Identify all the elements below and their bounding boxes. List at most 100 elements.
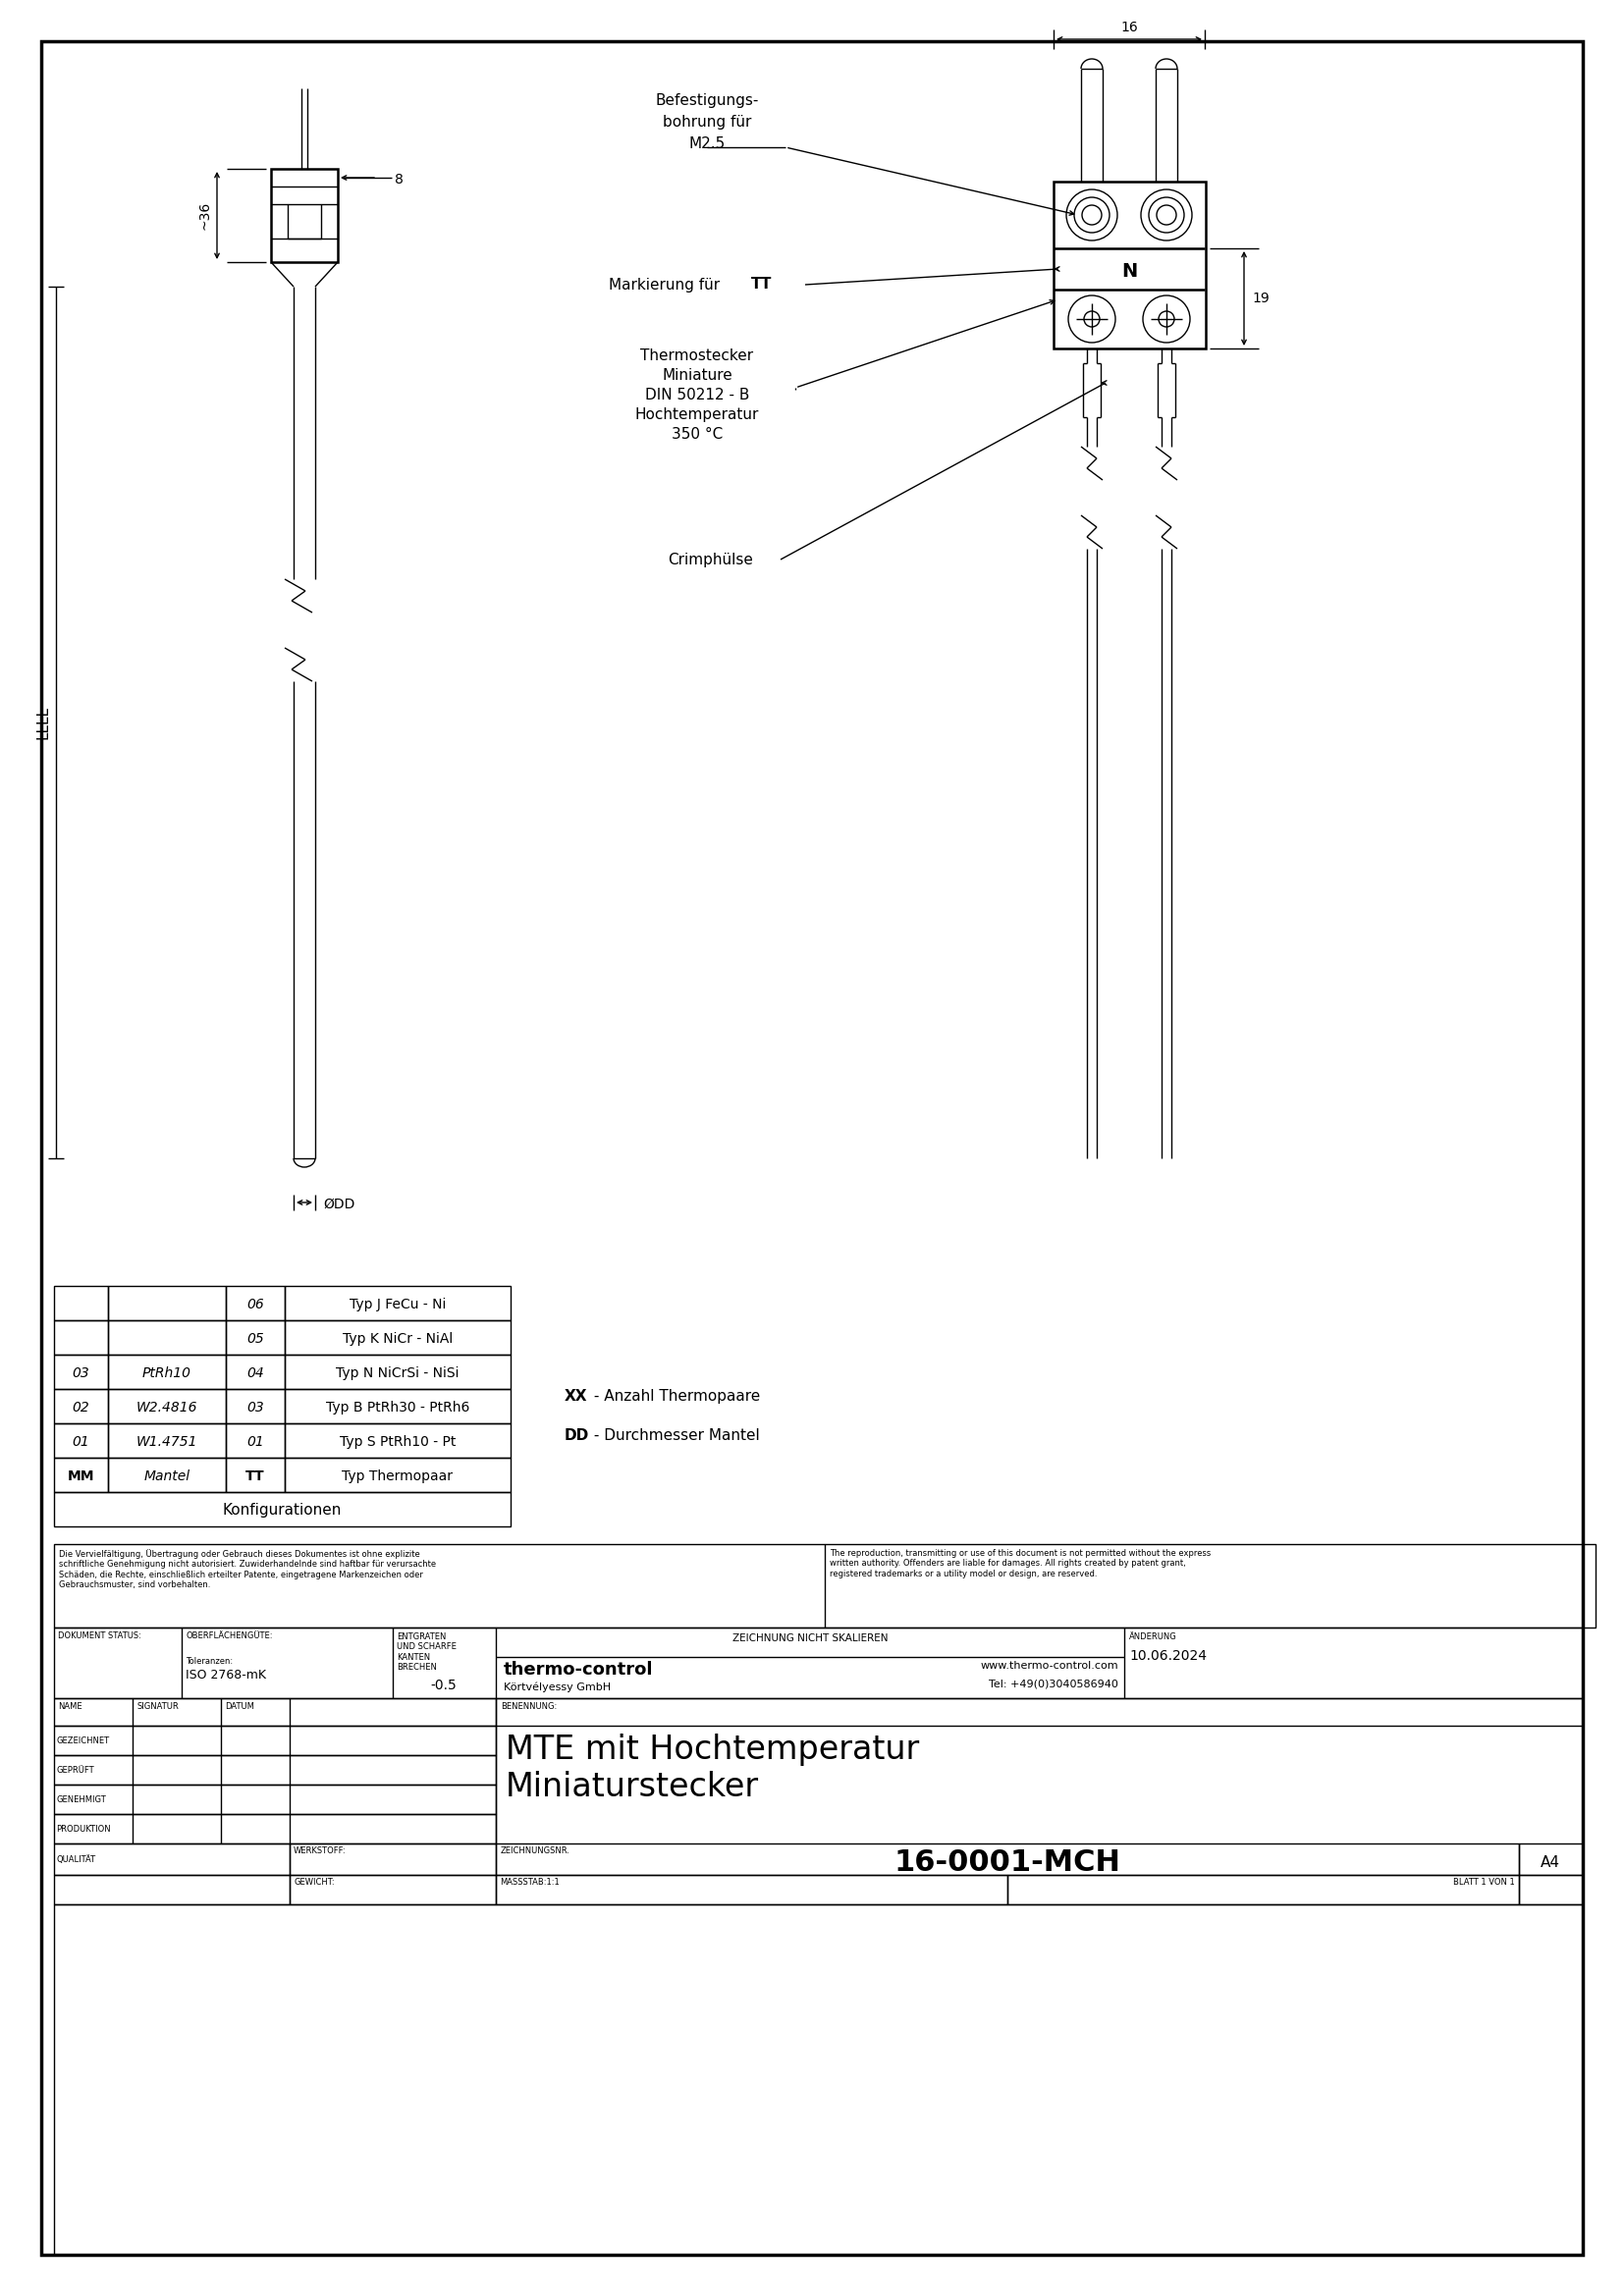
- Bar: [54, 1699, 1583, 1727]
- Text: Typ Thermopaar: Typ Thermopaar: [343, 1469, 453, 1483]
- Text: DD: DD: [565, 1428, 590, 1442]
- Text: Typ K NiCr - NiAl: Typ K NiCr - NiAl: [343, 1332, 453, 1345]
- Text: LLLL: LLLL: [36, 705, 50, 739]
- Text: -0.5: -0.5: [430, 1678, 456, 1692]
- Text: W2.4816: W2.4816: [136, 1401, 198, 1414]
- Text: WERKSTOFF:: WERKSTOFF:: [294, 1846, 346, 1855]
- Bar: [54, 1784, 495, 1814]
- Text: 8: 8: [395, 172, 403, 186]
- Text: 04: 04: [247, 1366, 265, 1380]
- Text: GEWICHT:: GEWICHT:: [294, 1878, 335, 1887]
- Text: GENEHMIGT: GENEHMIGT: [55, 1795, 106, 1805]
- Text: OBERFLÄCHENGÜTE:: OBERFLÄCHENGÜTE:: [185, 1632, 273, 1639]
- Text: Crimphülse: Crimphülse: [667, 551, 754, 567]
- Bar: [226, 1355, 284, 1389]
- Bar: [109, 1389, 226, 1424]
- Text: Körtvélyessy GmbH: Körtvélyessy GmbH: [503, 1681, 611, 1692]
- Bar: [54, 1545, 1595, 1628]
- Bar: [289, 1876, 495, 1903]
- Text: thermo-control: thermo-control: [503, 1660, 653, 1678]
- Text: QUALITÄT: QUALITÄT: [55, 1855, 96, 1864]
- Text: NAME: NAME: [58, 1701, 83, 1711]
- Text: Konfigurationen: Konfigurationen: [222, 1504, 341, 1518]
- Text: GEZEICHNET: GEZEICHNET: [55, 1736, 109, 1745]
- Bar: [54, 1286, 109, 1320]
- Bar: [54, 1458, 109, 1492]
- Bar: [289, 1844, 495, 1876]
- Text: TT: TT: [245, 1469, 265, 1483]
- Text: MASSSTAB:1:1: MASSSTAB:1:1: [500, 1878, 559, 1887]
- Bar: [284, 1320, 510, 1355]
- Bar: [271, 170, 338, 262]
- Text: PRODUKTION: PRODUKTION: [55, 1825, 110, 1832]
- Bar: [226, 1424, 284, 1458]
- Bar: [226, 1458, 284, 1492]
- Bar: [284, 1424, 510, 1458]
- Text: ÄNDERUNG: ÄNDERUNG: [1129, 1632, 1177, 1642]
- Text: - Anzahl Thermopaare: - Anzahl Thermopaare: [590, 1389, 760, 1403]
- Text: 16-0001-MCH: 16-0001-MCH: [895, 1848, 1121, 1876]
- Text: PtRh10: PtRh10: [143, 1366, 192, 1380]
- Text: MTE mit Hochtemperatur
Miniaturstecker: MTE mit Hochtemperatur Miniaturstecker: [505, 1733, 919, 1802]
- Text: 16: 16: [1121, 21, 1138, 34]
- Text: BLATT 1 VON 1: BLATT 1 VON 1: [1453, 1878, 1515, 1887]
- Bar: [284, 1355, 510, 1389]
- Bar: [54, 1424, 109, 1458]
- Text: DATUM: DATUM: [224, 1701, 255, 1711]
- Text: Typ S PtRh10 - Pt: Typ S PtRh10 - Pt: [339, 1435, 456, 1449]
- Text: DOKUMENT STATUS:: DOKUMENT STATUS:: [58, 1632, 141, 1639]
- Text: BENENNUNG:: BENENNUNG:: [500, 1701, 557, 1711]
- Text: Tel: +49(0)3040586940: Tel: +49(0)3040586940: [989, 1678, 1119, 1688]
- Bar: [109, 1355, 226, 1389]
- Text: ISO 2768-mK: ISO 2768-mK: [185, 1669, 266, 1681]
- Bar: [1054, 181, 1205, 349]
- Bar: [109, 1424, 226, 1458]
- Bar: [1518, 1876, 1583, 1903]
- Text: ØDD: ØDD: [323, 1199, 354, 1212]
- Bar: [54, 1876, 289, 1903]
- Text: 06: 06: [247, 1297, 265, 1311]
- Text: The reproduction, transmitting or use of this document is not permitted without : The reproduction, transmitting or use of…: [830, 1550, 1212, 1577]
- Bar: [54, 1727, 495, 1754]
- Bar: [54, 1903, 1583, 2255]
- Text: Befestigungs-: Befestigungs-: [654, 94, 758, 108]
- Text: N: N: [1121, 262, 1137, 280]
- Text: SIGNATUR: SIGNATUR: [136, 1701, 179, 1711]
- Bar: [109, 1320, 226, 1355]
- Text: Thermostecker: Thermostecker: [640, 349, 754, 363]
- Text: Hochtemperatur: Hochtemperatur: [635, 406, 758, 422]
- Bar: [54, 1355, 109, 1389]
- Bar: [54, 1814, 495, 1844]
- Text: XX: XX: [565, 1389, 588, 1403]
- Text: ZEICHNUNG NICHT SKALIEREN: ZEICHNUNG NICHT SKALIEREN: [732, 1632, 888, 1644]
- Text: 10.06.2024: 10.06.2024: [1129, 1649, 1207, 1662]
- Text: 350 °C: 350 °C: [671, 427, 723, 441]
- Text: 05: 05: [247, 1332, 265, 1345]
- Text: MM: MM: [67, 1469, 94, 1483]
- Text: 03: 03: [247, 1401, 265, 1414]
- Bar: [54, 1844, 289, 1876]
- Bar: [226, 1389, 284, 1424]
- Text: ~36: ~36: [198, 200, 211, 230]
- Bar: [284, 1286, 510, 1320]
- Bar: [109, 1458, 226, 1492]
- Text: 01: 01: [71, 1435, 89, 1449]
- Text: Markierung für: Markierung für: [609, 278, 724, 292]
- Bar: [1518, 1844, 1583, 1876]
- Text: TT: TT: [752, 278, 771, 292]
- Bar: [54, 1492, 510, 1527]
- Bar: [495, 1876, 1007, 1903]
- Text: 01: 01: [247, 1435, 265, 1449]
- Bar: [54, 1754, 495, 1784]
- Text: 19: 19: [1252, 292, 1270, 305]
- Bar: [284, 1389, 510, 1424]
- Text: www.thermo-control.com: www.thermo-control.com: [981, 1660, 1119, 1671]
- Text: bohrung für: bohrung für: [663, 115, 752, 129]
- Text: Typ J FeCu - Ni: Typ J FeCu - Ni: [349, 1297, 447, 1311]
- Bar: [495, 1844, 1518, 1876]
- Text: M2.5: M2.5: [689, 135, 726, 152]
- Text: ZEICHNUNGSNR.: ZEICHNUNGSNR.: [500, 1846, 570, 1855]
- Bar: [54, 1389, 109, 1424]
- Text: A4: A4: [1541, 1855, 1561, 1869]
- Text: Mantel: Mantel: [145, 1469, 190, 1483]
